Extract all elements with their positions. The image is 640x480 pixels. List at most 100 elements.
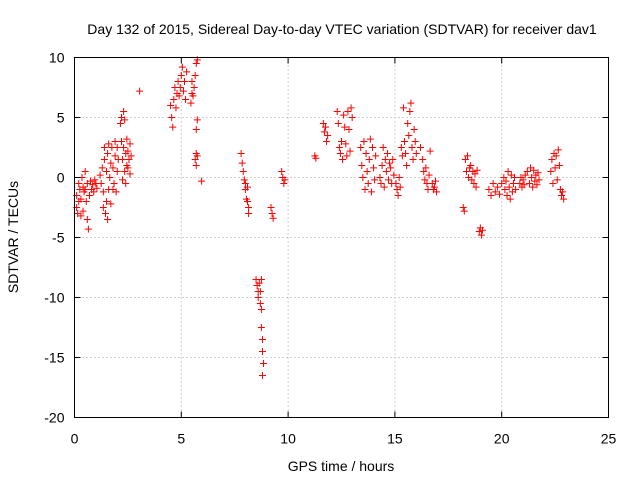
data-point bbox=[551, 164, 559, 172]
data-point bbox=[189, 92, 197, 100]
data-point bbox=[460, 207, 468, 215]
data-point bbox=[462, 168, 470, 175]
data-point bbox=[77, 212, 85, 220]
data-point bbox=[528, 174, 536, 181]
data-point bbox=[498, 180, 506, 187]
y-tick-label: -10 bbox=[44, 290, 64, 306]
data-point bbox=[123, 135, 131, 143]
data-point bbox=[258, 336, 266, 343]
x-tick-label: 0 bbox=[71, 431, 79, 447]
data-point bbox=[256, 300, 264, 307]
data-point bbox=[406, 108, 414, 115]
data-point bbox=[120, 108, 128, 115]
data-point bbox=[347, 104, 355, 112]
data-point bbox=[324, 132, 332, 139]
data-point bbox=[77, 195, 85, 203]
data-point bbox=[341, 123, 349, 131]
data-point bbox=[124, 147, 132, 155]
x-axis-label: GPS time / hours bbox=[288, 458, 395, 474]
data-point bbox=[99, 188, 107, 196]
data-point bbox=[346, 147, 354, 155]
data-point bbox=[402, 150, 410, 157]
data-point bbox=[238, 159, 246, 167]
data-point bbox=[535, 176, 543, 184]
data-point bbox=[127, 152, 135, 160]
data-point bbox=[534, 169, 542, 177]
data-point bbox=[188, 78, 196, 85]
data-point bbox=[124, 164, 132, 172]
data-point bbox=[365, 156, 373, 163]
data-point bbox=[426, 147, 434, 155]
data-point bbox=[121, 168, 129, 175]
data-point bbox=[84, 225, 92, 233]
x-tick-label: 15 bbox=[387, 431, 403, 447]
data-point bbox=[382, 168, 390, 175]
data-point bbox=[97, 180, 105, 187]
data-point bbox=[420, 168, 428, 175]
data-point bbox=[412, 150, 420, 157]
data-point bbox=[386, 159, 394, 167]
y-axis-label: SDTVAR / TECUs bbox=[5, 181, 21, 293]
data-point bbox=[83, 216, 91, 223]
data-point bbox=[560, 195, 568, 203]
data-point bbox=[519, 176, 527, 184]
data-point bbox=[381, 156, 389, 163]
data-point bbox=[376, 174, 384, 181]
data-point bbox=[419, 156, 427, 163]
data-point bbox=[533, 181, 541, 189]
data-point bbox=[501, 186, 509, 193]
data-point bbox=[377, 180, 385, 187]
data-point bbox=[90, 188, 98, 196]
data-point bbox=[552, 152, 560, 160]
data-point bbox=[268, 210, 276, 217]
data-point bbox=[280, 180, 288, 187]
data-point bbox=[500, 174, 508, 181]
data-point bbox=[489, 180, 497, 187]
data-point bbox=[278, 168, 286, 175]
data-point bbox=[181, 78, 189, 85]
data-point bbox=[378, 162, 386, 169]
data-point bbox=[389, 156, 397, 163]
y-tick-label: 5 bbox=[57, 110, 65, 126]
data-point bbox=[547, 168, 555, 175]
data-point bbox=[112, 188, 120, 196]
data-point bbox=[464, 152, 472, 160]
data-point bbox=[348, 114, 356, 121]
data-point bbox=[81, 186, 89, 193]
data-point bbox=[241, 180, 249, 187]
data-point bbox=[342, 140, 350, 148]
data-point bbox=[472, 183, 480, 191]
data-point bbox=[554, 146, 562, 154]
data-point bbox=[395, 174, 403, 181]
data-point bbox=[404, 120, 412, 127]
x-tick-label: 20 bbox=[494, 431, 510, 447]
data-point bbox=[182, 96, 190, 103]
data-point bbox=[553, 176, 561, 184]
data-point bbox=[136, 87, 144, 95]
data-point bbox=[198, 177, 206, 185]
y-tick-label: -15 bbox=[44, 350, 64, 366]
data-point bbox=[109, 164, 117, 172]
data-point bbox=[431, 177, 439, 185]
data-point bbox=[126, 170, 134, 178]
data-point bbox=[191, 156, 199, 163]
data-point bbox=[125, 156, 133, 163]
data-point bbox=[257, 306, 265, 313]
data-point bbox=[475, 228, 483, 235]
data-point bbox=[100, 144, 108, 151]
data-point bbox=[175, 92, 183, 100]
y-tick-label: 0 bbox=[57, 170, 65, 186]
data-point bbox=[359, 174, 367, 181]
data-point bbox=[473, 166, 481, 174]
data-point bbox=[511, 174, 519, 181]
data-point bbox=[523, 168, 531, 175]
data-point bbox=[119, 176, 127, 184]
data-point bbox=[409, 156, 417, 163]
data-point bbox=[111, 152, 119, 160]
data-point bbox=[75, 180, 83, 187]
data-point bbox=[531, 177, 539, 185]
data-point bbox=[505, 183, 513, 191]
data-point bbox=[491, 188, 499, 196]
data-point bbox=[467, 162, 475, 169]
